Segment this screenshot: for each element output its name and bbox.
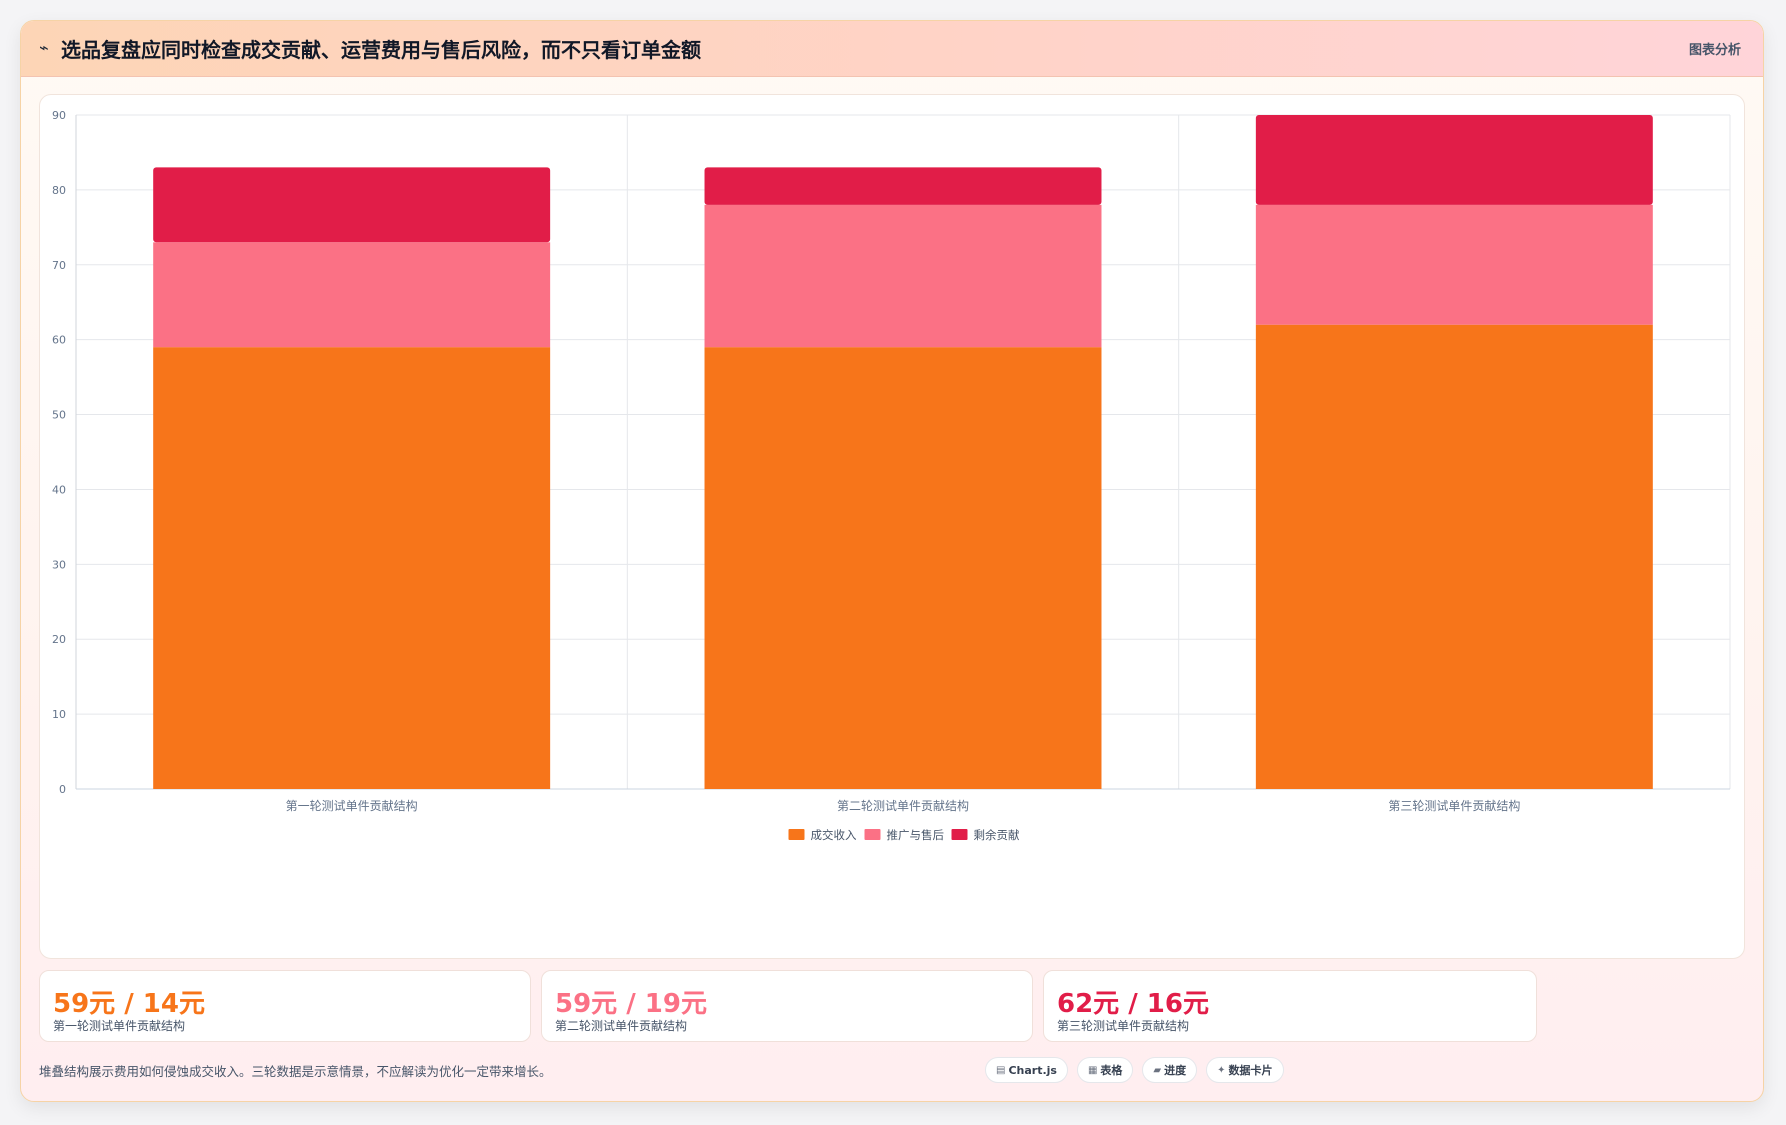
x-tick-label: 第三轮测试单件贡献结构 xyxy=(1388,798,1520,813)
chart-panel: 0 10 20 30 40 50 60 70 80 90 第一轮测试单件贡献结构 第二轮测试单件贡献结… xyxy=(39,94,1745,959)
tag-table[interactable]: ▦ 表格 xyxy=(1076,1057,1134,1083)
legend-label: 推广与售后 xyxy=(887,828,945,842)
stat-card-round1: 59元 / 14元 第一轮测试单件贡献结构 xyxy=(39,970,531,1042)
y-tick-label: 50 xyxy=(52,409,66,422)
stat-label: 第一轮测试单件贡献结构 xyxy=(53,1019,186,1033)
legend-label: 成交收入 xyxy=(811,828,857,842)
y-tick-label: 90 xyxy=(52,109,66,122)
bar-segment xyxy=(1255,204,1653,325)
tag-list: ▤ Chart.js ▦ 表格 ▰ 进度 ✦ 数据卡片 xyxy=(985,1057,1284,1083)
legend-label: 剩余贡献 xyxy=(974,828,1020,842)
tag-chartjs[interactable]: ▤ Chart.js xyxy=(985,1057,1068,1083)
stat-value: 62元 / 16元 xyxy=(1057,989,1209,1019)
x-tick-label: 第一轮测试单件贡献结构 xyxy=(286,798,418,813)
tag-label: Chart.js xyxy=(1008,1063,1057,1077)
chart-card: ⌁ 选品复盘应同时检查成交贡献、运营费用与售后风险，而不只看订单金额 图表分析 … xyxy=(20,20,1764,1102)
card-header: ⌁ 选品复盘应同时检查成交贡献、运营费用与售后风险，而不只看订单金额 图表分析 xyxy=(21,21,1763,77)
bar-segment xyxy=(153,167,551,243)
legend-swatch xyxy=(788,829,805,840)
stat-value: 59元 / 19元 xyxy=(555,989,707,1019)
stacked-bar-chart: 0 10 20 30 40 50 60 70 80 90 第一轮测试单件贡献结构 第二轮测试单件贡献结… xyxy=(52,109,1731,842)
y-tick-label: 80 xyxy=(52,184,66,197)
tag-label: 进度 xyxy=(1164,1064,1187,1077)
bar-segment xyxy=(1255,324,1653,789)
bar-segment xyxy=(1255,115,1653,205)
bar-segment xyxy=(153,347,551,789)
y-tick-label: 10 xyxy=(52,708,66,721)
stat-label: 第三轮测试单件贡献结构 xyxy=(1057,1019,1190,1033)
table-icon: ▦ xyxy=(1087,1064,1098,1076)
footnote: 堆叠结构展示费用如何侵蚀成交收入。三轮数据是示意情景，不应解读为优化一定带来增长… xyxy=(39,1064,552,1079)
bar-segment xyxy=(153,242,551,348)
stat-label: 第二轮测试单件贡献结构 xyxy=(555,1019,688,1033)
tag-label: 数据卡片 xyxy=(1228,1064,1273,1077)
bar-segment xyxy=(704,204,1102,348)
stat-card-round2: 59元 / 19元 第二轮测试单件贡献结构 xyxy=(541,970,1033,1042)
tag-label: 表格 xyxy=(1100,1064,1123,1077)
legend-swatch xyxy=(951,829,968,840)
y-tick-label: 60 xyxy=(52,334,66,347)
bar-segment xyxy=(704,167,1102,205)
chart-analysis-tag: 图表分析 xyxy=(1688,43,1741,58)
y-tick-label: 0 xyxy=(59,783,66,796)
legend-swatch xyxy=(864,829,881,840)
y-tick-label: 20 xyxy=(52,633,66,646)
trend-line-icon: ⌁ xyxy=(39,38,49,57)
progress-icon: ▰ xyxy=(1153,1064,1162,1076)
x-tick-label: 第二轮测试单件贡献结构 xyxy=(837,798,969,813)
y-tick-label: 30 xyxy=(52,558,66,571)
y-tick-label: 70 xyxy=(52,259,66,272)
tag-progress[interactable]: ▰ 进度 xyxy=(1142,1057,1198,1083)
stat-value: 59元 / 14元 xyxy=(53,989,205,1019)
tag-data-card[interactable]: ✦ 数据卡片 xyxy=(1206,1057,1284,1083)
bar-segment xyxy=(704,347,1102,789)
chart-icon: ▤ xyxy=(996,1064,1006,1076)
stat-card-round3: 62元 / 16元 第三轮测试单件贡献结构 xyxy=(1043,970,1537,1042)
page-title: 选品复盘应同时检查成交贡献、运营费用与售后风险，而不只看订单金额 xyxy=(61,38,701,62)
data-card-icon: ✦ xyxy=(1217,1064,1226,1076)
y-tick-label: 40 xyxy=(52,483,66,496)
